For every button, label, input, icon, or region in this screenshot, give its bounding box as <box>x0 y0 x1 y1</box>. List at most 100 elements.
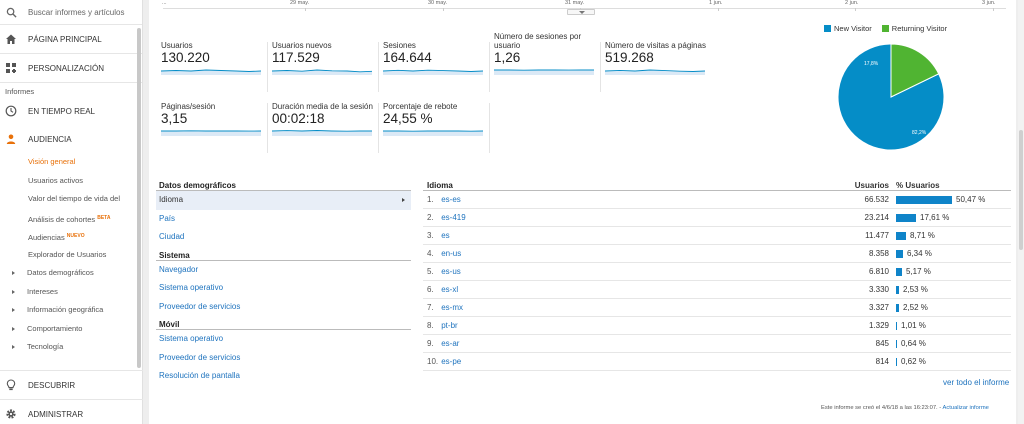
page-scrollbar[interactable] <box>1019 130 1023 250</box>
row-pct: 8,71 % <box>910 230 935 240</box>
nav-customization[interactable]: PERSONALIZACIÓN <box>0 54 142 82</box>
dimension-browser[interactable]: Navegador <box>159 264 199 274</box>
metric-bounce-rate[interactable]: Porcentaje de rebote 24,55 % <box>383 93 487 141</box>
table-row: 5. es-us 6.810 5,17 % <box>423 263 1011 281</box>
row-language-link[interactable]: pt-br <box>441 321 458 330</box>
sidebar-item-overview[interactable]: Visión general <box>28 157 76 166</box>
row-language-link[interactable]: es-419 <box>441 213 466 222</box>
search-icon <box>6 7 17 18</box>
sidebar-item-geo[interactable]: Información geográfica <box>0 301 142 320</box>
row-language-cell: 6. es-xl <box>423 281 829 298</box>
sidebar-item-technology[interactable]: Tecnología <box>0 338 142 357</box>
row-users: 3.327 <box>868 303 889 312</box>
row-pct: 6,34 % <box>907 248 932 258</box>
row-rank: 8. <box>427 321 434 330</box>
metric-label: Porcentaje de rebote <box>383 102 458 111</box>
dimension-os[interactable]: Sistema operativo <box>159 283 224 292</box>
row-language-link[interactable]: es-pe <box>441 357 462 366</box>
row-language-link[interactable]: es-mx <box>441 303 464 312</box>
view-full-report-link[interactable]: ver todo el informe <box>943 378 1010 387</box>
row-users: 814 <box>875 357 889 366</box>
dimension-mobile-provider[interactable]: Proveedor de servicios <box>159 352 241 362</box>
dimension-city[interactable]: Ciudad <box>159 232 185 241</box>
nav-audience-label: AUDIENCIA <box>28 134 72 144</box>
row-language-link[interactable]: es <box>441 231 450 240</box>
sidebar-item-lifetime-value[interactable]: Valor del tiempo de vida del <box>28 194 120 203</box>
row-language-cell: 10. es-pe <box>423 353 829 370</box>
row-pct-bar <box>896 285 899 294</box>
legend-new-visitor[interactable]: New Visitor <box>824 24 872 33</box>
row-language-link[interactable]: en-us <box>441 249 462 258</box>
dimension-country[interactable]: País <box>159 213 176 223</box>
nav-audience[interactable]: AUDIENCIA <box>0 125 142 153</box>
table-row: 7. es-mx 3.327 2,52 % <box>423 299 1011 317</box>
metric-sparkline <box>161 69 261 75</box>
sidebar-item-user-explorer[interactable]: Explorador de Usuarios <box>28 249 107 259</box>
sidebar-item-audiences[interactable]: Audiencias NUEVO <box>28 233 85 242</box>
dimension-mobile-os[interactable]: Sistema operativo <box>159 334 224 343</box>
sidebar-item-interests[interactable]: Intereses <box>0 283 142 302</box>
metric-value: 117.529 <box>272 50 320 65</box>
row-rank: 7. <box>427 303 434 312</box>
timeline-label: 29 may. <box>290 0 310 6</box>
main-panel: ... 29 may. 30 may. 31 may. 1 jun. 2 jun… <box>149 0 1016 424</box>
clock-icon <box>5 105 17 117</box>
nav-realtime[interactable]: EN TIEMPO REAL <box>0 97 142 125</box>
metric-users[interactable]: Usuarios 130.220 <box>161 32 265 80</box>
row-users: 66.532 <box>864 195 889 204</box>
row-pct-cell: 0,64 % <box>889 335 1011 352</box>
row-language-link[interactable]: es-xl <box>441 285 459 294</box>
metric-avg-session-duration[interactable]: Duración media de la sesión 00:02:18 <box>272 93 376 141</box>
metric-new-users[interactable]: Usuarios nuevos 117.529 <box>272 32 376 80</box>
timeline-collapse-handle[interactable] <box>567 9 595 15</box>
table-row: 1. es-es 66.532 50,47 % <box>423 191 1011 209</box>
row-language-link[interactable]: es-ar <box>441 339 460 348</box>
sidebar-scrollbar[interactable] <box>137 28 141 368</box>
dimension-panel: Datos demográficos Idioma País Ciudad Si… <box>156 180 411 386</box>
nav-home-label: PÁGINA PRINCIPAL <box>28 34 102 44</box>
metric-value: 24,55 % <box>383 111 433 126</box>
pie-slice-returning-visitor[interactable] <box>890 43 940 98</box>
sidebar-item-active-users[interactable]: Usuarios activos <box>28 175 84 185</box>
refresh-report-link[interactable]: Actualizar informe <box>942 405 989 411</box>
nav-discover[interactable]: DESCUBRIR <box>0 371 143 399</box>
row-pct: 0,64 % <box>901 338 926 348</box>
metric-sessions[interactable]: Sesiones 164.644 <box>383 32 487 80</box>
table-row: 6. es-xl 3.330 2,53 % <box>423 281 1011 299</box>
row-pct-bar <box>896 357 897 366</box>
row-pct-cell: 50,47 % <box>889 191 1011 208</box>
row-pct-cell: 0,62 % <box>889 353 1011 370</box>
metric-value: 164.644 <box>383 50 432 65</box>
sidebar-item-cohort-analysis[interactable]: Análisis de cohortes BETA <box>28 214 111 224</box>
row-pct-bar <box>896 195 952 204</box>
timeline-label: 30 may. <box>428 0 448 6</box>
metric-sessions-per-user[interactable]: Número de sesiones por usuario 1,26 <box>494 32 598 80</box>
metric-label: Páginas/sesión <box>161 102 216 111</box>
nav-admin[interactable]: ADMINISTRAR <box>0 400 143 424</box>
row-users: 11.477 <box>865 231 889 240</box>
row-users: 3.330 <box>868 285 889 294</box>
table-row: 8. pt-br 1.329 1,01 % <box>423 317 1011 335</box>
legend-returning-visitor[interactable]: Returning Visitor <box>881 24 947 33</box>
dimension-language[interactable]: Idioma <box>156 191 411 210</box>
search-box[interactable]: Buscar informes y artículos <box>0 0 142 24</box>
metric-label: Número de visitas a páginas <box>605 41 706 50</box>
row-language-cell: 4. en-us <box>423 245 829 262</box>
row-language-link[interactable]: es-us <box>441 267 461 276</box>
dimension-service-provider[interactable]: Proveedor de servicios <box>159 301 241 311</box>
metric-pageviews[interactable]: Número de visitas a páginas 519.268 <box>605 32 709 80</box>
row-pct: 5,17 % <box>906 266 931 276</box>
row-language-link[interactable]: es-es <box>441 195 461 204</box>
nav-discover-label: DESCUBRIR <box>28 380 76 390</box>
nav-home[interactable]: PÁGINA PRINCIPAL <box>0 25 142 53</box>
demographics-header: Datos demográficos <box>156 180 411 191</box>
metric-pages-per-session[interactable]: Páginas/sesión 3,15 <box>161 93 265 141</box>
sidebar-item-demographics[interactable]: Datos demográficos <box>0 264 142 283</box>
dimension-screen-resolution[interactable]: Resolución de pantalla <box>159 371 240 380</box>
new-badge: NUEVO <box>66 233 85 239</box>
row-users: 845 <box>875 339 889 348</box>
metric-sparkline <box>383 69 483 75</box>
row-pct-bar <box>896 249 903 258</box>
row-users: 23.214 <box>864 213 889 222</box>
sidebar-item-behavior[interactable]: Comportamiento <box>0 320 142 339</box>
